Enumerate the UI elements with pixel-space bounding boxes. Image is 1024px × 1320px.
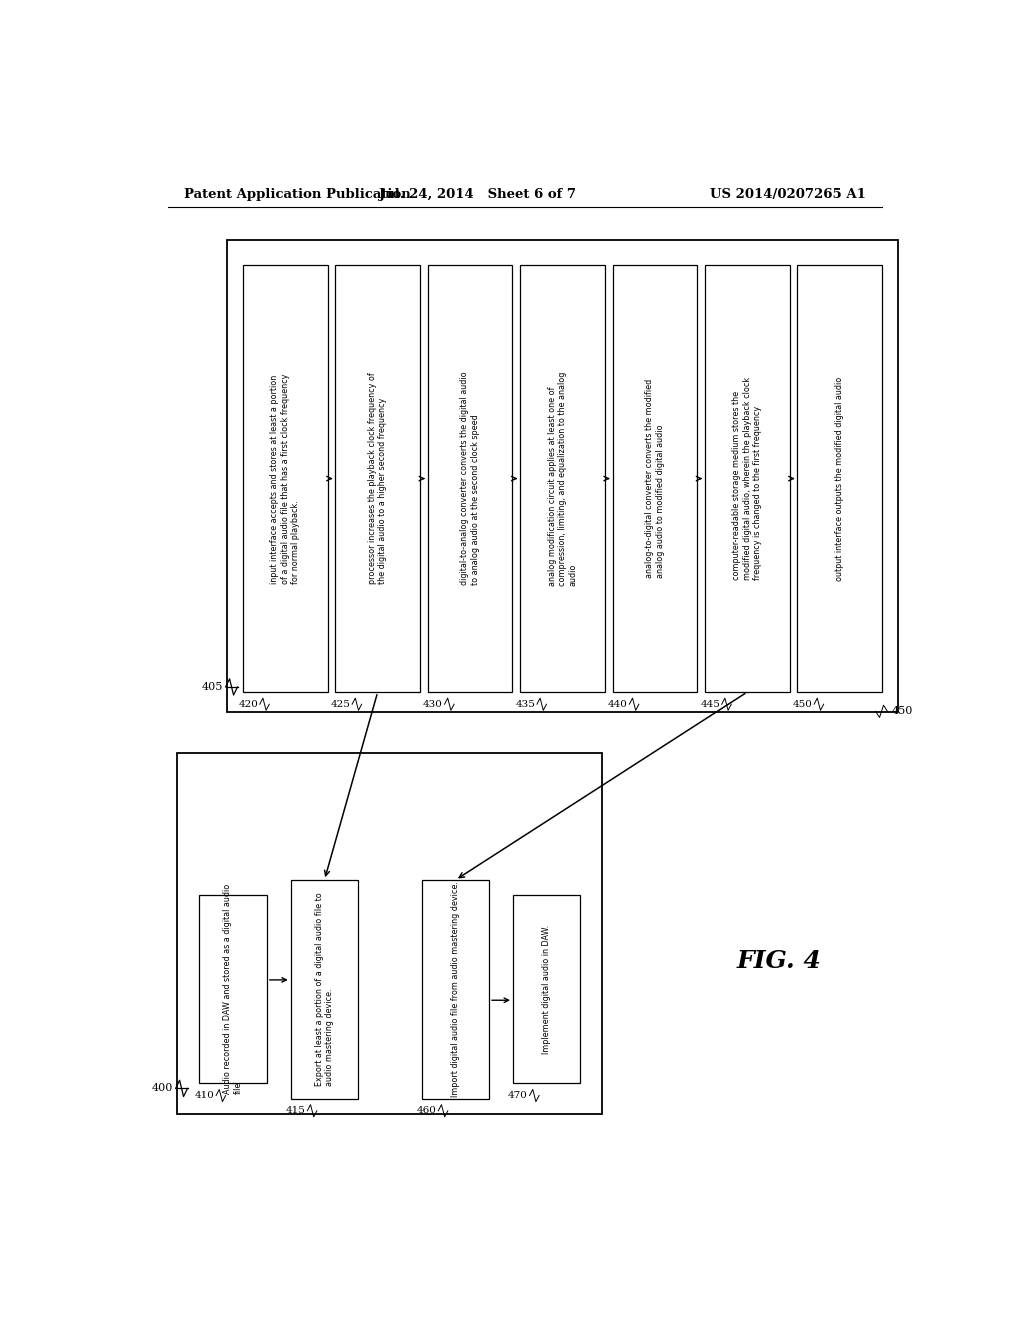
Bar (177, 752, 602, 1114)
Bar (336, 265, 420, 692)
Text: Import digital audio file from audio mastering device.: Import digital audio file from audio mas… (451, 882, 460, 1097)
Text: 410: 410 (195, 1092, 214, 1100)
Text: 450: 450 (793, 700, 812, 709)
Text: 435: 435 (515, 700, 536, 709)
Text: FIG. 4: FIG. 4 (736, 949, 821, 973)
Text: 460: 460 (417, 1106, 436, 1115)
Bar (612, 265, 697, 692)
Bar (422, 880, 489, 1098)
Bar (243, 265, 328, 692)
Bar (227, 240, 898, 713)
Bar (798, 265, 882, 692)
Text: 470: 470 (508, 1092, 528, 1100)
Text: 415: 415 (286, 1106, 306, 1115)
Text: computer-readable storage medium stores the
modified digital audio, wherein the : computer-readable storage medium stores … (732, 378, 762, 579)
Text: digital-to-analog converter converts the digital audio
to analog audio at the se: digital-to-analog converter converts the… (461, 372, 480, 585)
Text: Implement digital audio in DAW.: Implement digital audio in DAW. (542, 925, 551, 1053)
Text: Audio recorded in DAW and stored as a digital audio
file: Audio recorded in DAW and stored as a di… (223, 884, 243, 1094)
Text: 445: 445 (700, 700, 720, 709)
Text: 405: 405 (202, 682, 223, 692)
Text: analog-to-digital converter converts the modified
analog audio to modified digit: analog-to-digital converter converts the… (645, 379, 665, 578)
Bar (291, 880, 358, 1098)
Text: output interface outputs the modified digital audio: output interface outputs the modified di… (836, 376, 844, 581)
Bar (200, 895, 267, 1084)
Text: 420: 420 (239, 700, 258, 709)
Text: analog modification circuit applies at least one of
compression, limiting, and e: analog modification circuit applies at l… (548, 371, 578, 586)
Text: Export at least a portion of a digital audio file to
audio mastering device.: Export at least a portion of a digital a… (314, 892, 334, 1086)
Bar (428, 265, 512, 692)
Bar (513, 895, 581, 1084)
Bar (520, 265, 605, 692)
Text: US 2014/0207265 A1: US 2014/0207265 A1 (711, 189, 866, 202)
Text: 430: 430 (423, 700, 443, 709)
Text: Jul. 24, 2014   Sheet 6 of 7: Jul. 24, 2014 Sheet 6 of 7 (379, 189, 575, 202)
Bar (706, 265, 790, 692)
Text: 440: 440 (608, 700, 628, 709)
Text: processor increases the playback clock frequency of
the digital audio to a highe: processor increases the playback clock f… (368, 372, 387, 585)
Text: 450: 450 (892, 706, 912, 717)
Text: Patent Application Publication: Patent Application Publication (183, 189, 411, 202)
Text: 425: 425 (331, 700, 350, 709)
Text: input interface accepts and stores at least a portion
of a digital audio file th: input interface accepts and stores at le… (270, 374, 300, 583)
Text: 400: 400 (152, 1084, 173, 1093)
